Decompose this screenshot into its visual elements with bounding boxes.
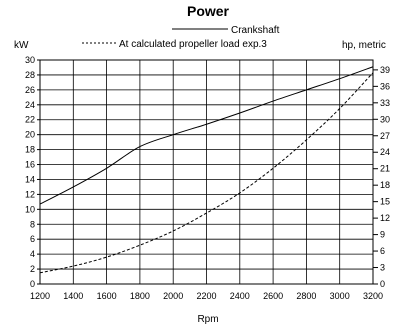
y-left-tick-label: 30 [25, 55, 35, 65]
y-left-tick-label: 28 [25, 70, 35, 80]
y-left-tick-label: 12 [25, 189, 35, 199]
x-tick-label: 3000 [330, 291, 350, 301]
x-tick-label: 2600 [263, 291, 283, 301]
x-axis-label: Rpm [197, 314, 218, 325]
y-left-tick-label: 24 [25, 100, 35, 110]
x-tick-label: 1200 [30, 291, 50, 301]
y-left-tick-label: 8 [30, 219, 35, 229]
y-right-tick-label: 24 [380, 147, 390, 157]
y-right-tick-label: 30 [380, 114, 390, 124]
y-right-tick-label: 15 [380, 197, 390, 207]
x-tick-label: 2200 [196, 291, 216, 301]
y-right-tick-label: 39 [380, 65, 390, 75]
chart-title: Power [187, 3, 230, 19]
y-right-tick-label: 12 [380, 213, 390, 223]
y-right-tick-label: 9 [380, 230, 385, 240]
y-left-tick-label: 0 [30, 279, 35, 289]
y-left-tick-label: 6 [30, 234, 35, 244]
y-right-tick-label: 0 [380, 279, 385, 289]
y-left-tick-label: 2 [30, 264, 35, 274]
tick-labels: 1200 1400 1600 1800 2000 2200 2400 2600 2800 3000… [25, 55, 390, 301]
y-right-tick-label: 6 [380, 246, 385, 256]
x-tick-label: 2800 [296, 291, 316, 301]
x-tick-label: 2000 [163, 291, 183, 301]
y-left-tick-label: 16 [25, 160, 35, 170]
y-right-tick-label: 21 [380, 164, 390, 174]
y-left-tick-label: 10 [25, 204, 35, 214]
y-left-tick-label: 4 [30, 249, 35, 259]
y-left-tick-label: 22 [25, 115, 35, 125]
series-lines [39, 66, 374, 274]
x-tick-label: 3200 [363, 291, 383, 301]
legend-label-crankshaft: Crankshaft [231, 25, 280, 36]
y-right-tick-label: 18 [380, 180, 390, 190]
grid [37, 59, 378, 285]
y-right-tick-label: 3 [380, 263, 385, 273]
plot-frame [39, 59, 374, 285]
y-left-tick-label: 18 [25, 145, 35, 155]
y-left-tick-label: 20 [25, 130, 35, 140]
y-left-tick-label: 26 [25, 85, 35, 95]
y-axis-right-label: hp, metric [342, 40, 386, 51]
y-right-tick-label: 33 [380, 98, 390, 108]
series-line-propeller-load [39, 72, 374, 274]
legend-label-propeller-load: At calculated propeller load exp.3 [119, 39, 267, 50]
series-line-crankshaft [39, 66, 374, 205]
y-right-tick-label: 27 [380, 131, 390, 141]
y-right-tick-label: 36 [380, 81, 390, 91]
y-left-tick-label: 14 [25, 174, 35, 184]
x-tick-label: 1800 [130, 291, 150, 301]
x-tick-label: 1400 [63, 291, 83, 301]
x-tick-label: 1600 [97, 291, 117, 301]
y-axis-left-label: kW [14, 40, 29, 51]
x-tick-label: 2400 [230, 291, 250, 301]
